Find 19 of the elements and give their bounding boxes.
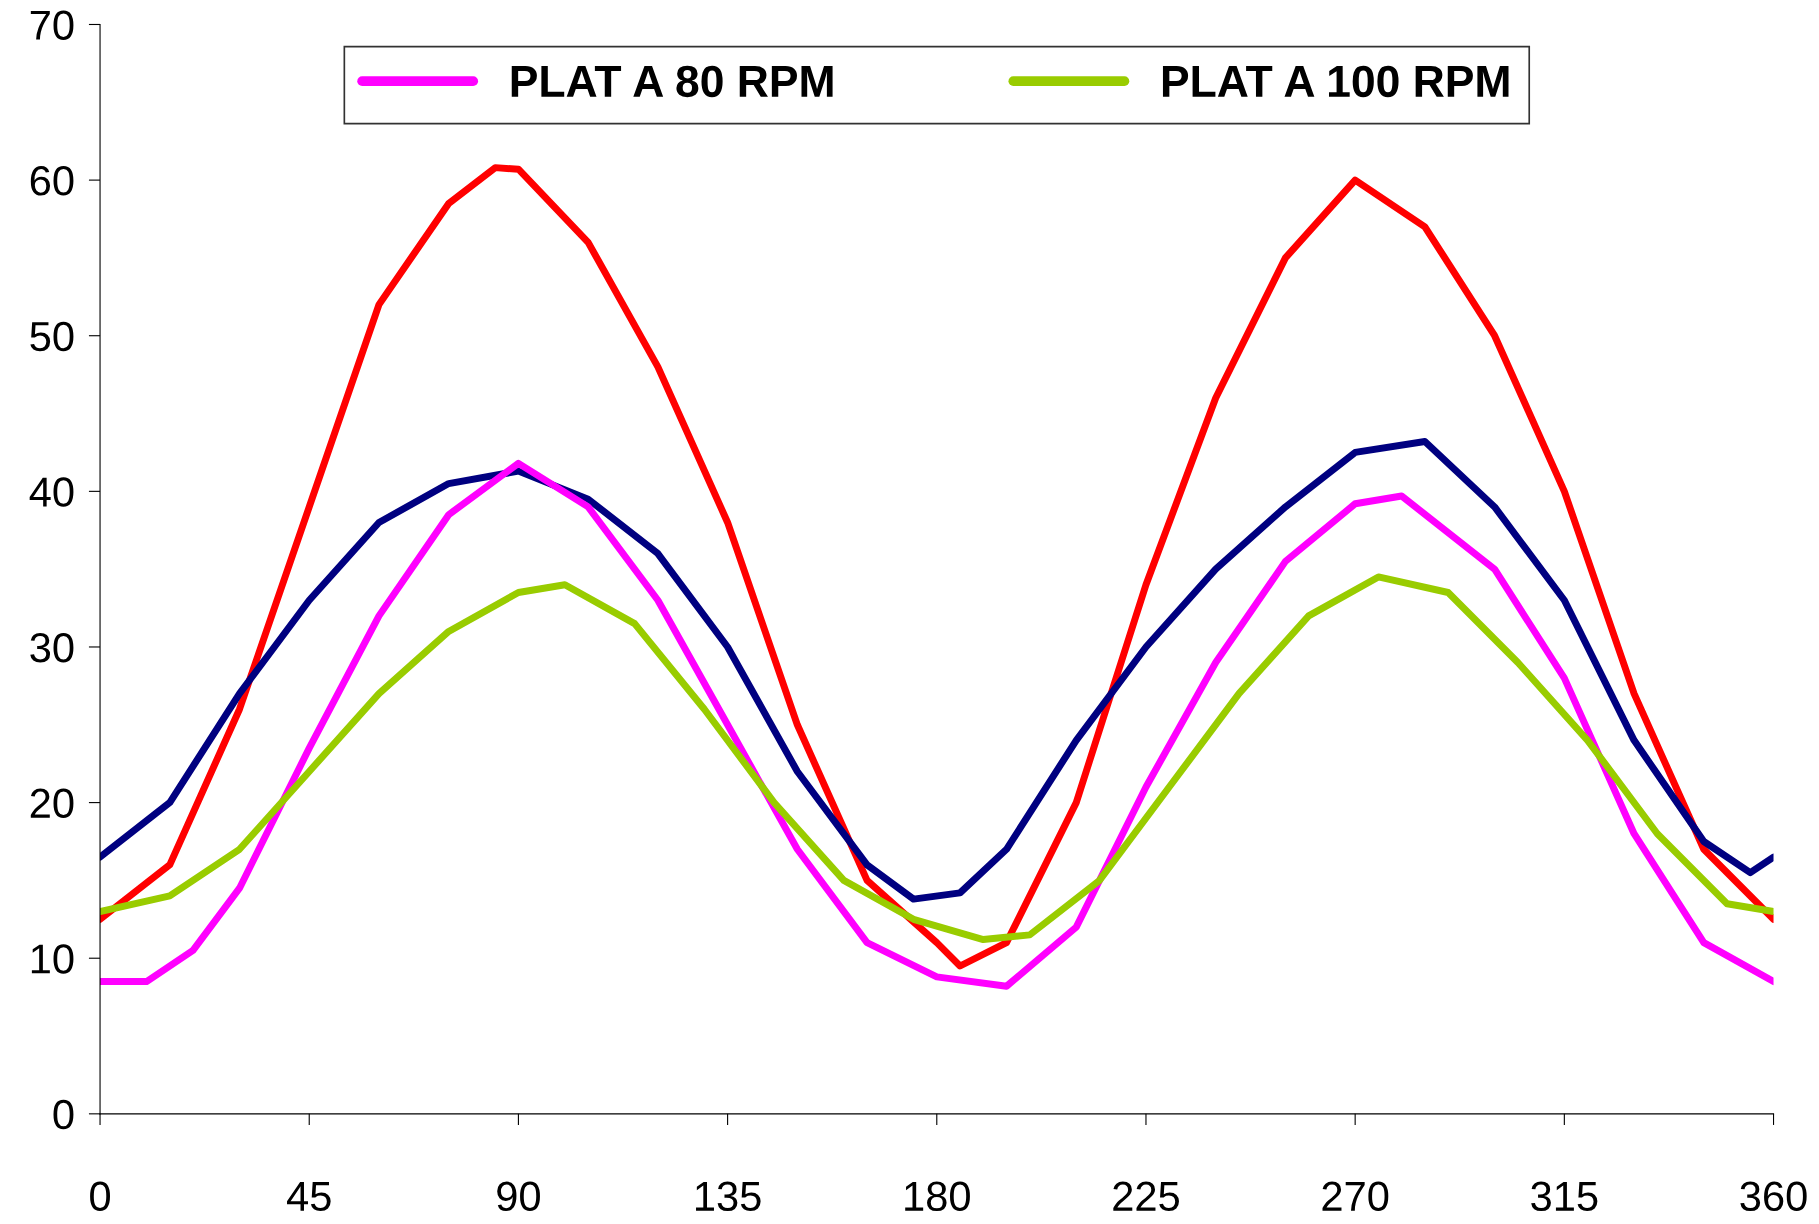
x-tick-label: 315 — [1531, 1181, 1598, 1212]
y-tick-label: 40 — [29, 477, 74, 507]
y-tick-label: 0 — [53, 1099, 74, 1130]
y-tick-label: 20 — [30, 788, 74, 819]
x-tick-label: 90 — [497, 1181, 540, 1212]
x-tick-label: 180 — [905, 1181, 970, 1212]
x-tick-label: 135 — [696, 1181, 761, 1212]
y-tick-label: 30 — [30, 632, 74, 663]
x-tick-label: 270 — [1322, 1181, 1389, 1212]
x-tick-label: 360 — [1740, 1181, 1807, 1212]
y-tick-label: 70 — [30, 10, 74, 40]
y-tick-label: 60 — [30, 166, 74, 196]
legend-label: PLAT A 100 RPM — [1162, 65, 1509, 98]
x-tick-label: 225 — [1113, 1181, 1179, 1212]
x-tick-label: 0 — [90, 1181, 110, 1212]
legend-label: PLAT A 80 RPM — [511, 65, 833, 98]
y-tick-label: 10 — [31, 944, 74, 974]
x-tick-label: 45 — [287, 1182, 331, 1212]
y-tick-label: 50 — [30, 321, 74, 352]
